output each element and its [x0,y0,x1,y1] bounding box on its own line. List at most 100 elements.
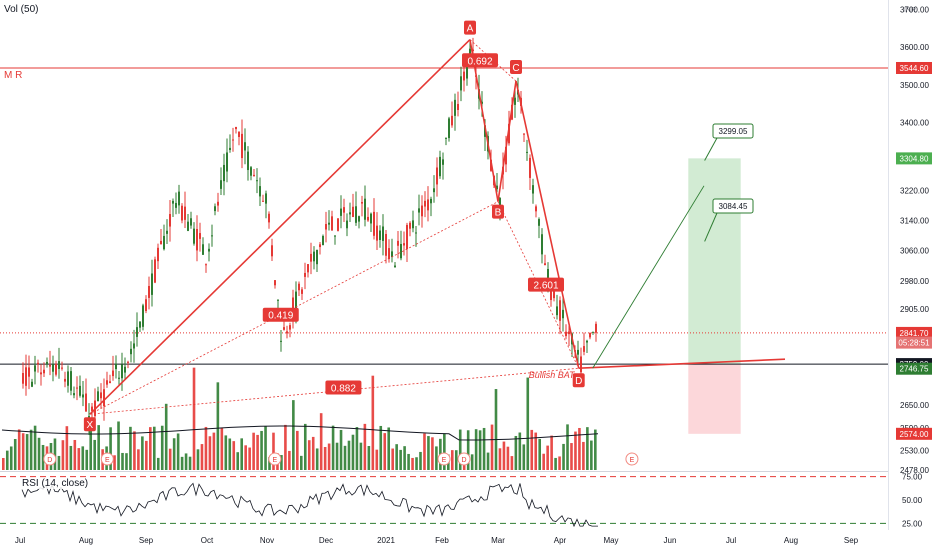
ratio-label: 0.882 [331,383,356,394]
volume-bar [347,440,351,470]
volume-bar [315,448,319,470]
candle-body [106,380,108,385]
volume-bar [280,455,283,470]
candle-body [64,378,66,382]
rsi-tick-label: 50.00 [902,496,923,505]
candle-body [337,218,339,231]
candle-body [409,222,411,229]
rsi-tick-label: 75.00 [902,473,923,482]
rsi-tick-label: 25.00 [902,519,923,528]
candle-body [514,97,516,105]
volume-bar [359,442,363,470]
volume-bar [164,403,168,470]
candle-body [322,235,324,246]
volume-bar [514,435,518,470]
volume-bar [363,423,367,470]
pattern-point-a-badge [464,20,476,35]
ratio-label: 0.692 [467,56,492,67]
candle-body [208,248,210,252]
volume-bar [470,454,474,470]
volume-bar [17,429,21,470]
price-tick-label: 2905.00 [900,305,929,314]
candle-body [115,363,117,370]
leg-bc [497,80,517,202]
candle-body [229,147,231,151]
candle-body [250,167,252,176]
volume-bar [367,446,371,470]
candle-body [67,371,69,386]
ratio-label-badge [528,277,564,292]
x-tick-label: Dec [319,536,333,545]
candle-body [463,71,465,81]
event-marker [625,452,639,466]
event-marker [43,452,57,466]
volume-bar [236,452,240,470]
rsi-line [21,482,598,528]
volume-bar [300,455,303,470]
volume-bar [586,427,589,470]
candle-body [394,265,396,268]
volume-bar [117,421,120,470]
price-tick-label: 2478.00 [900,466,929,475]
volume-bar [335,442,339,470]
volume-bar [375,449,379,470]
x-tick-label: Nov [260,536,274,545]
price-badge [896,427,932,440]
volume-bar [522,444,526,470]
candle-body [451,115,453,126]
volume-bar [395,444,398,470]
volume-bar [355,427,359,470]
candle-body [139,321,141,328]
volume-bar [268,457,271,470]
event-marker-label: E [273,457,278,464]
candle-body [175,202,177,208]
candle-body [559,300,561,321]
volume-bar [423,433,426,470]
volume-bar [296,430,299,470]
volume-bar [85,449,89,470]
candle-body [349,212,351,215]
candle-body [316,249,318,265]
volume-bar [168,448,172,470]
candle-body [166,230,168,234]
volume-bar [256,434,259,470]
candle-body [46,361,48,364]
candle-body [103,389,105,406]
pattern-point-c-badge [510,60,522,75]
volume-bar [490,424,494,470]
mr-label: M R [4,70,22,81]
volume-bar [137,449,140,470]
volume-bar [307,440,311,470]
price-badge [896,152,932,165]
candle-body [280,340,282,342]
ratio-label-badge [325,380,362,395]
candle-body [184,206,186,220]
candle-body [97,391,99,402]
volume-bar [232,441,236,470]
candle-body [241,133,243,159]
volume-bar [81,446,85,470]
ratio-label-badge [462,53,498,68]
volume-bar [172,438,176,470]
volume-bar [149,427,152,470]
candle-body [160,240,162,245]
candle-body [127,361,129,363]
candle-body [76,387,78,389]
volume-bar [566,424,569,470]
price-tick-label: 3700.00 [900,5,929,14]
volume-bar [443,433,446,470]
volume-bar [93,439,96,470]
volume-bar [224,435,228,470]
candle-body [508,123,510,144]
volume-bar [339,429,343,470]
target-callout-box [712,198,754,214]
candle-body [235,126,237,130]
candle-body [82,394,84,398]
candle-body [430,198,432,204]
volume-bar [5,450,9,470]
event-marker-label: D [47,457,52,464]
volume-bar [252,432,255,470]
harmonic-pattern: X A B C D 0.692 0.419 2.601 0.882 Bullish BAT [83,20,786,432]
volume-bar [415,457,418,470]
